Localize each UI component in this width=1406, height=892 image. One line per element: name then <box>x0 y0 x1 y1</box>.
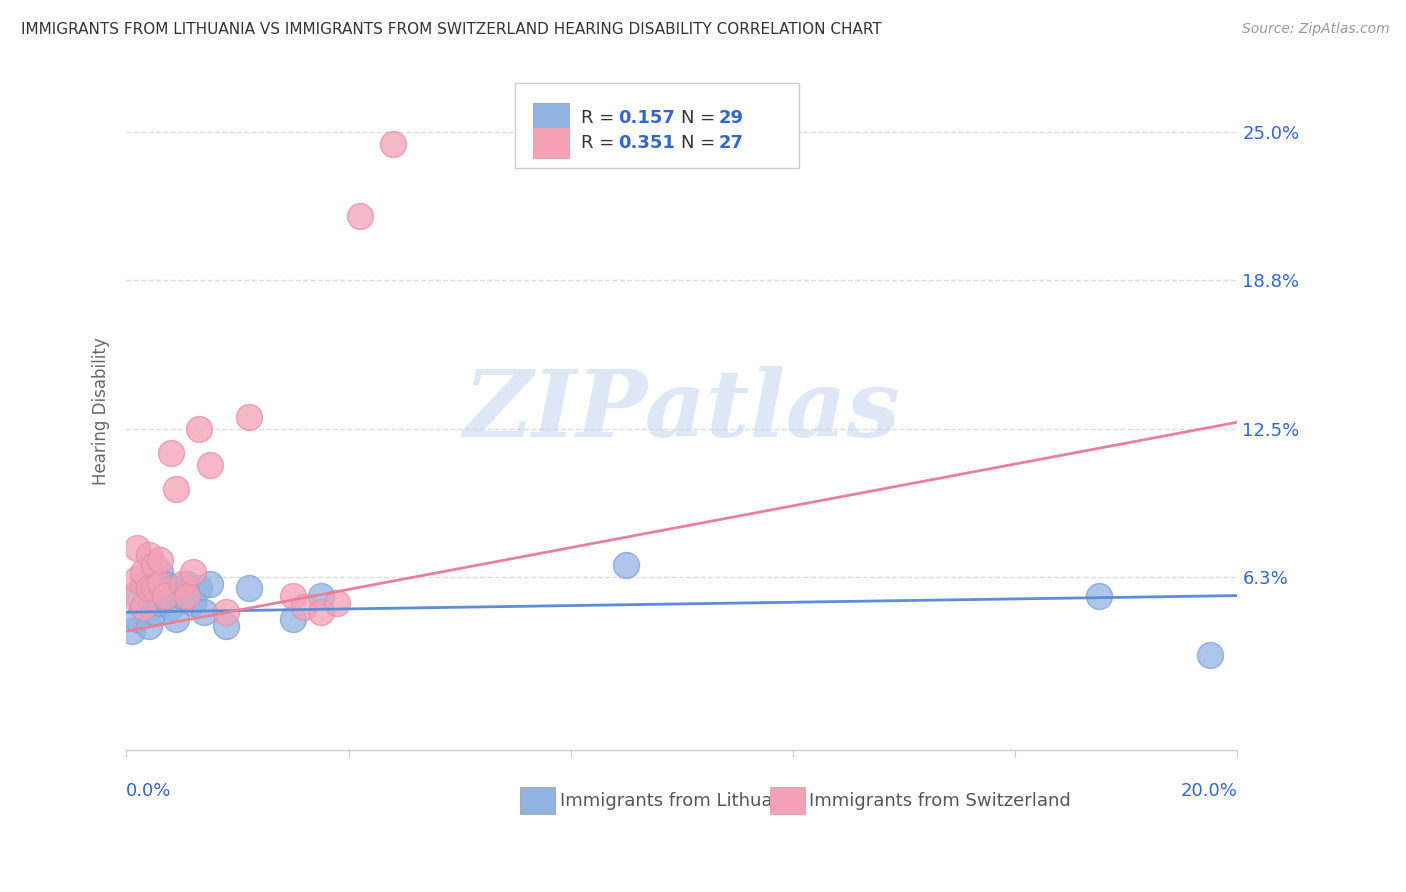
Point <box>176 576 198 591</box>
Text: R =: R = <box>581 135 620 153</box>
Point <box>193 605 215 619</box>
Text: N =: N = <box>681 109 721 127</box>
Point <box>238 410 260 425</box>
Point <box>281 589 304 603</box>
FancyBboxPatch shape <box>520 787 555 814</box>
Point <box>132 600 155 615</box>
Point <box>138 582 160 596</box>
Point <box>138 548 160 562</box>
Point <box>127 612 149 626</box>
Point <box>238 582 260 596</box>
Point <box>153 576 176 591</box>
Y-axis label: Hearing Disability: Hearing Disability <box>93 337 110 485</box>
FancyBboxPatch shape <box>533 103 568 133</box>
Point <box>132 576 155 591</box>
Text: N =: N = <box>681 135 721 153</box>
Point <box>127 541 149 555</box>
Point <box>187 422 209 436</box>
Point <box>153 589 176 603</box>
Point <box>121 624 143 639</box>
Point <box>170 576 193 591</box>
Point <box>149 565 172 579</box>
Point <box>349 209 371 223</box>
Text: 27: 27 <box>718 135 744 153</box>
Point <box>138 582 160 596</box>
FancyBboxPatch shape <box>769 787 806 814</box>
Point <box>198 576 221 591</box>
Text: Immigrants from Switzerland: Immigrants from Switzerland <box>808 792 1070 810</box>
Point <box>181 596 204 610</box>
Text: ZIPatlas: ZIPatlas <box>464 367 900 457</box>
Point <box>614 558 637 572</box>
Text: Source: ZipAtlas.com: Source: ZipAtlas.com <box>1241 22 1389 37</box>
Point <box>382 137 405 152</box>
Point <box>165 482 187 496</box>
Point <box>149 576 172 591</box>
Point <box>132 565 155 579</box>
Point <box>149 596 172 610</box>
Point <box>176 589 198 603</box>
Point <box>1087 589 1109 603</box>
Point <box>138 619 160 633</box>
Point <box>143 572 166 586</box>
Point <box>159 446 181 460</box>
Text: 29: 29 <box>718 109 744 127</box>
Text: 0.0%: 0.0% <box>127 782 172 800</box>
Point <box>1198 648 1220 662</box>
Point <box>281 612 304 626</box>
Point <box>127 572 149 586</box>
Point <box>153 589 176 603</box>
Point <box>215 619 238 633</box>
Point <box>215 605 238 619</box>
Text: R =: R = <box>581 109 620 127</box>
FancyBboxPatch shape <box>515 83 799 168</box>
Point <box>165 612 187 626</box>
Point <box>143 582 166 596</box>
Point <box>159 600 181 615</box>
Point <box>143 605 166 619</box>
Point <box>159 582 181 596</box>
Text: 0.351: 0.351 <box>619 135 675 153</box>
Point <box>143 558 166 572</box>
Point <box>198 458 221 472</box>
Point <box>326 596 349 610</box>
Point <box>181 565 204 579</box>
Point <box>127 589 149 603</box>
Point <box>309 605 332 619</box>
Point <box>170 589 193 603</box>
FancyBboxPatch shape <box>533 128 568 158</box>
Point <box>292 600 315 615</box>
Text: 20.0%: 20.0% <box>1181 782 1237 800</box>
Point <box>187 582 209 596</box>
Text: 0.157: 0.157 <box>619 109 675 127</box>
Text: IMMIGRANTS FROM LITHUANIA VS IMMIGRANTS FROM SWITZERLAND HEARING DISABILITY CORR: IMMIGRANTS FROM LITHUANIA VS IMMIGRANTS … <box>21 22 882 37</box>
Point <box>121 589 143 603</box>
Point <box>132 600 155 615</box>
Text: Immigrants from Lithuania: Immigrants from Lithuania <box>560 792 800 810</box>
Point <box>309 589 332 603</box>
Point <box>149 553 172 567</box>
